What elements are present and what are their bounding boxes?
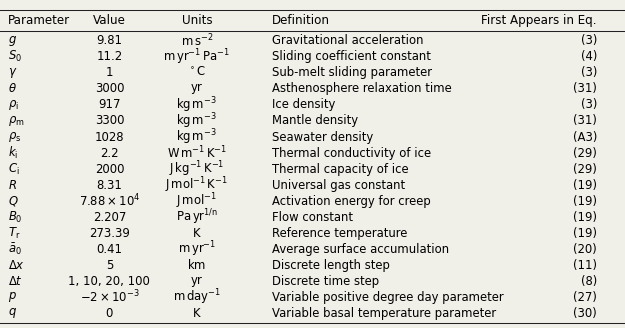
Text: $\mathrm{yr}$: $\mathrm{yr}$ — [190, 274, 204, 289]
Text: $g$: $g$ — [8, 34, 16, 48]
Text: 1, 10, 20, 100: 1, 10, 20, 100 — [69, 275, 151, 288]
Text: $\mathrm{K}$: $\mathrm{K}$ — [192, 227, 202, 240]
Text: $q$: $q$ — [8, 306, 16, 320]
Text: $\mathrm{km}$: $\mathrm{km}$ — [188, 258, 206, 272]
Text: 5: 5 — [106, 259, 113, 272]
Text: Seawater density: Seawater density — [272, 131, 373, 144]
Text: (19): (19) — [573, 179, 597, 192]
Text: 1: 1 — [106, 66, 113, 79]
Text: (19): (19) — [573, 195, 597, 208]
Text: $\Delta x$: $\Delta x$ — [8, 259, 24, 272]
Text: $\mathrm{J\,mol^{-1}\,K^{-1}}$: $\mathrm{J\,mol^{-1}\,K^{-1}}$ — [166, 175, 228, 195]
Text: Gravitational acceleration: Gravitational acceleration — [272, 34, 423, 47]
Text: Thermal capacity of ice: Thermal capacity of ice — [272, 163, 409, 175]
Text: Mantle density: Mantle density — [272, 114, 358, 128]
Text: (31): (31) — [573, 114, 597, 128]
Text: $\rho_\mathrm{s}$: $\rho_\mathrm{s}$ — [8, 130, 21, 144]
Text: (29): (29) — [573, 163, 597, 175]
Text: Activation energy for creep: Activation energy for creep — [272, 195, 431, 208]
Text: $\mathrm{m\,s^{-2}}$: $\mathrm{m\,s^{-2}}$ — [181, 32, 213, 49]
Text: $\rho_\mathrm{m}$: $\rho_\mathrm{m}$ — [8, 114, 24, 128]
Text: (3): (3) — [581, 34, 597, 47]
Text: $\mathrm{kg\,m^{-3}}$: $\mathrm{kg\,m^{-3}}$ — [176, 111, 217, 131]
Text: Variable basal temperature parameter: Variable basal temperature parameter — [272, 307, 496, 320]
Text: Value: Value — [93, 14, 126, 27]
Text: 11.2: 11.2 — [96, 51, 122, 63]
Text: Discrete time step: Discrete time step — [272, 275, 379, 288]
Text: (29): (29) — [573, 147, 597, 159]
Text: $k_\mathrm{i}$: $k_\mathrm{i}$ — [8, 145, 18, 161]
Text: (19): (19) — [573, 211, 597, 224]
Text: $\mathrm{m\,yr^{-1}\,Pa^{-1}}$: $\mathrm{m\,yr^{-1}\,Pa^{-1}}$ — [164, 47, 230, 67]
Text: Units: Units — [182, 14, 213, 27]
Text: Ice density: Ice density — [272, 98, 335, 112]
Text: $\mathrm{kg\,m^{-3}}$: $\mathrm{kg\,m^{-3}}$ — [176, 127, 217, 147]
Text: 2000: 2000 — [94, 163, 124, 175]
Text: $\mathrm{m\,yr^{-1}}$: $\mathrm{m\,yr^{-1}}$ — [177, 239, 216, 259]
Text: (3): (3) — [581, 98, 597, 112]
Text: 2.207: 2.207 — [92, 211, 126, 224]
Text: $\Delta t$: $\Delta t$ — [8, 275, 22, 288]
Text: $\mathrm{m\,day^{-1}}$: $\mathrm{m\,day^{-1}}$ — [173, 288, 221, 307]
Text: (8): (8) — [581, 275, 597, 288]
Text: $p$: $p$ — [8, 290, 16, 304]
Text: Definition: Definition — [272, 14, 330, 27]
Text: $\mathrm{W\,m^{-1}\,K^{-1}}$: $\mathrm{W\,m^{-1}\,K^{-1}}$ — [167, 145, 227, 161]
Text: First Appears in Eq.: First Appears in Eq. — [481, 14, 597, 27]
Text: Flow constant: Flow constant — [272, 211, 353, 224]
Text: Variable positive degree day parameter: Variable positive degree day parameter — [272, 291, 504, 304]
Text: 1028: 1028 — [94, 131, 124, 144]
Text: (31): (31) — [573, 82, 597, 95]
Text: Average surface accumulation: Average surface accumulation — [272, 243, 449, 256]
Text: $7.88\times10^4$: $7.88\times10^4$ — [79, 193, 140, 210]
Text: (30): (30) — [573, 307, 597, 320]
Text: Discrete length step: Discrete length step — [272, 259, 390, 272]
Text: Sliding coefficient constant: Sliding coefficient constant — [272, 51, 431, 63]
Text: (11): (11) — [573, 259, 597, 272]
Text: (27): (27) — [573, 291, 597, 304]
Text: $\bar{a}_0$: $\bar{a}_0$ — [8, 241, 21, 257]
Text: $\mathrm{Pa\,yr^{1/n}}$: $\mathrm{Pa\,yr^{1/n}}$ — [176, 207, 218, 227]
Text: $\theta$: $\theta$ — [8, 82, 16, 95]
Text: (3): (3) — [581, 66, 597, 79]
Text: $^\circ\mathrm{C}$: $^\circ\mathrm{C}$ — [188, 66, 206, 79]
Text: $B_0$: $B_0$ — [8, 210, 22, 225]
Text: (4): (4) — [581, 51, 597, 63]
Text: Asthenosphere relaxation time: Asthenosphere relaxation time — [272, 82, 452, 95]
Text: $\mathrm{J\,kg^{-1}\,K^{-1}}$: $\mathrm{J\,kg^{-1}\,K^{-1}}$ — [169, 159, 224, 179]
Text: $\mathrm{yr}$: $\mathrm{yr}$ — [190, 81, 204, 96]
Text: $\mathrm{K}$: $\mathrm{K}$ — [192, 307, 202, 320]
Text: 2.2: 2.2 — [100, 147, 119, 159]
Text: (A3): (A3) — [572, 131, 597, 144]
Text: 9.81: 9.81 — [96, 34, 122, 47]
Text: $R$: $R$ — [8, 179, 16, 192]
Text: (20): (20) — [573, 243, 597, 256]
Text: 8.31: 8.31 — [96, 179, 122, 192]
Text: Thermal conductivity of ice: Thermal conductivity of ice — [272, 147, 431, 159]
Text: Parameter: Parameter — [8, 14, 69, 27]
Text: 917: 917 — [98, 98, 121, 112]
Text: $-2\times10^{-3}$: $-2\times10^{-3}$ — [79, 289, 139, 306]
Text: 0.41: 0.41 — [96, 243, 122, 256]
Text: Reference temperature: Reference temperature — [272, 227, 408, 240]
Text: $S_0$: $S_0$ — [8, 49, 21, 64]
Text: $Q$: $Q$ — [8, 194, 18, 208]
Text: (19): (19) — [573, 227, 597, 240]
Text: 3000: 3000 — [94, 82, 124, 95]
Text: $\mathrm{kg\,m^{-3}}$: $\mathrm{kg\,m^{-3}}$ — [176, 95, 217, 115]
Text: Universal gas constant: Universal gas constant — [272, 179, 405, 192]
Text: 3300: 3300 — [94, 114, 124, 128]
Text: 0: 0 — [106, 307, 113, 320]
Text: Sub-melt sliding parameter: Sub-melt sliding parameter — [272, 66, 432, 79]
Text: $\mathrm{J\,mol^{-1}}$: $\mathrm{J\,mol^{-1}}$ — [176, 191, 217, 211]
Text: $C_\mathrm{i}$: $C_\mathrm{i}$ — [8, 162, 19, 177]
Text: 273.39: 273.39 — [89, 227, 130, 240]
Text: $\rho_\mathrm{i}$: $\rho_\mathrm{i}$ — [8, 98, 18, 112]
Text: $\gamma$: $\gamma$ — [8, 66, 17, 80]
Text: $T_\mathrm{r}$: $T_\mathrm{r}$ — [8, 226, 20, 241]
